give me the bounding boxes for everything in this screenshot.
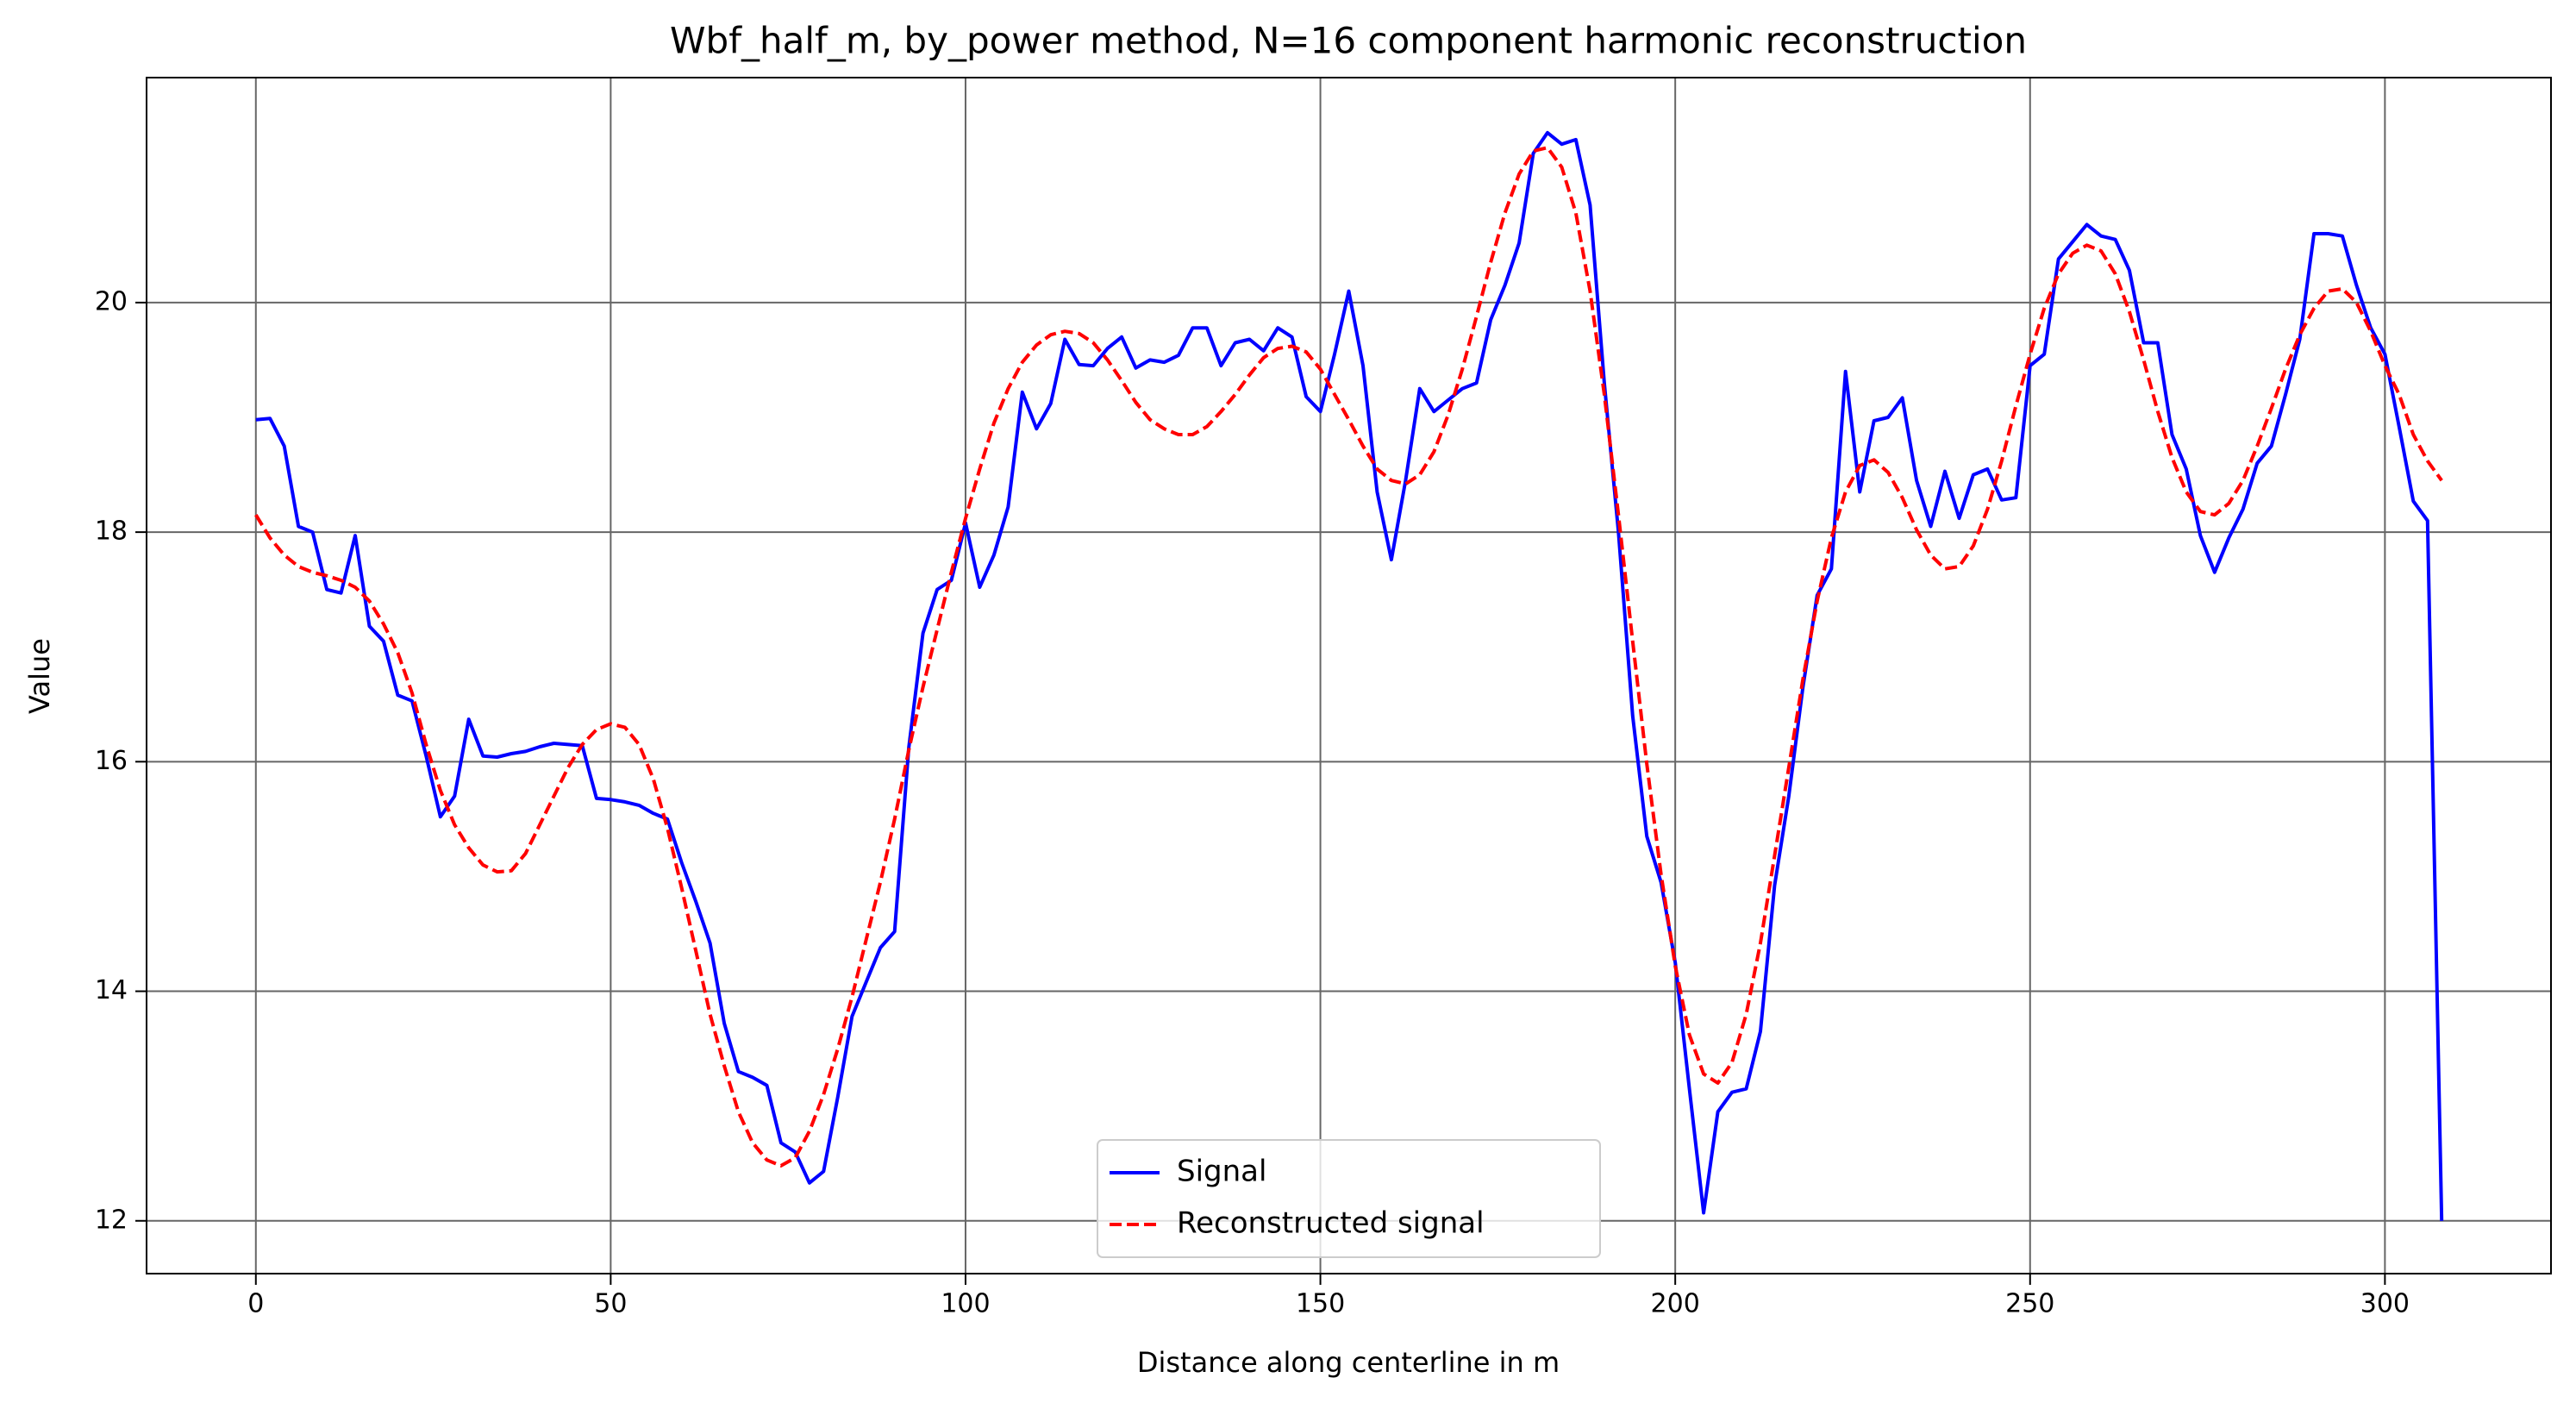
x-tick-label: 100 bbox=[941, 1289, 990, 1319]
y-tick-label: 12 bbox=[95, 1205, 128, 1235]
y-tick-label: 18 bbox=[95, 517, 128, 547]
y-tick-label: 16 bbox=[95, 746, 128, 776]
x-tick-label: 0 bbox=[247, 1289, 264, 1319]
legend: Signal Reconstructed signal bbox=[1097, 1139, 1601, 1258]
legend-box bbox=[1097, 1139, 1601, 1258]
x-tick-label: 300 bbox=[2360, 1289, 2410, 1319]
y-tick-label: 20 bbox=[95, 286, 128, 316]
y-tick-label: 14 bbox=[95, 975, 128, 1005]
x-tick-label: 200 bbox=[1651, 1289, 1700, 1319]
chart-title: Wbf_half_m, by_power method, N=16 compon… bbox=[670, 20, 2027, 62]
x-tick-label: 50 bbox=[594, 1289, 627, 1319]
legend-label: Reconstructed signal bbox=[1177, 1206, 1485, 1241]
plot-frame bbox=[146, 77, 2552, 1274]
x-tick-label: 150 bbox=[1296, 1289, 1345, 1319]
series-line bbox=[254, 146, 2443, 1168]
x-axis-label: Distance along centerline in m bbox=[1137, 1346, 1560, 1379]
legend-label: Signal bbox=[1177, 1155, 1266, 1189]
y-axis-label: Value bbox=[23, 638, 56, 714]
x-tick-label: 250 bbox=[2005, 1289, 2054, 1319]
series-line bbox=[255, 130, 2444, 1221]
